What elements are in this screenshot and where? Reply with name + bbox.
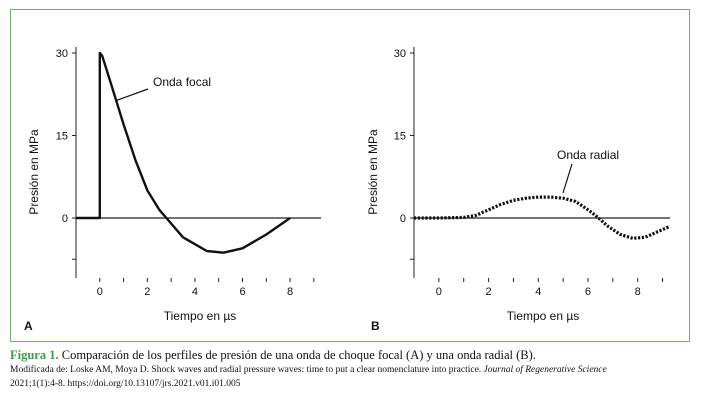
caption-source: Modificada de: Loske AM, Moya D. Shock w… bbox=[10, 363, 694, 391]
caption-figure-label: Figura 1. bbox=[10, 348, 59, 362]
x-tick-label: 8 bbox=[287, 286, 293, 298]
figure-frame bbox=[10, 9, 690, 342]
x-tick-label: 8 bbox=[635, 286, 641, 298]
y-tick-label: 0 bbox=[400, 213, 406, 225]
y-axis-label: Presión en MPa bbox=[366, 129, 380, 215]
caption-source-prefix: Modificada de: Loske AM, Moya D. Shock w… bbox=[10, 365, 484, 375]
caption-title-line: Figura 1. Comparación de los perfiles de… bbox=[10, 347, 694, 363]
chart-panel-b: 30 15 0 0 2 4 6 8 Onda radial Presión en MPa Tiemp… bbox=[366, 47, 671, 333]
figure-caption: Figura 1. Comparación de los perfiles de… bbox=[10, 347, 694, 391]
x-tick-label: 2 bbox=[486, 286, 492, 298]
x-tick-label: 0 bbox=[97, 286, 103, 298]
x-tick-label: 4 bbox=[192, 286, 198, 298]
caption-journal: Journal of Regenerative Science bbox=[483, 365, 607, 375]
series-annotation: Onda radial bbox=[557, 148, 619, 162]
x-tick-label: 2 bbox=[144, 286, 150, 298]
y-tick-label: 30 bbox=[56, 48, 68, 60]
series-line bbox=[76, 51, 291, 254]
series-annotation: Onda focal bbox=[153, 75, 211, 89]
y-tick-label: 15 bbox=[394, 131, 406, 143]
x-tick-label: 6 bbox=[585, 286, 591, 298]
x-axis-label: Tiempo en µs bbox=[164, 309, 237, 323]
caption-source-suffix: 2021;1(1):4-8. https://doi.org/10.13107/… bbox=[10, 379, 241, 389]
y-tick-label: 0 bbox=[62, 213, 68, 225]
x-axis-label: Tiempo en µs bbox=[507, 309, 580, 323]
y-tick-label: 15 bbox=[56, 131, 68, 143]
y-tick-label: 30 bbox=[394, 48, 406, 60]
x-tick-label: 4 bbox=[535, 286, 541, 298]
chart-panel-a: 30 15 0 0 2 4 6 8 Onda focal Presión en MPa Tiempo… bbox=[24, 47, 321, 333]
x-tick-label: 6 bbox=[239, 286, 245, 298]
x-tick-label: 0 bbox=[436, 286, 442, 298]
panel-label: A bbox=[24, 319, 33, 333]
annotation-leader bbox=[114, 88, 149, 102]
caption-title: Comparación de los perfiles de presión d… bbox=[61, 348, 536, 362]
series-line bbox=[414, 195, 671, 240]
y-axis-label: Presión en MPa bbox=[27, 129, 41, 215]
panel-label: B bbox=[371, 319, 380, 333]
annotation-leader bbox=[562, 163, 573, 194]
